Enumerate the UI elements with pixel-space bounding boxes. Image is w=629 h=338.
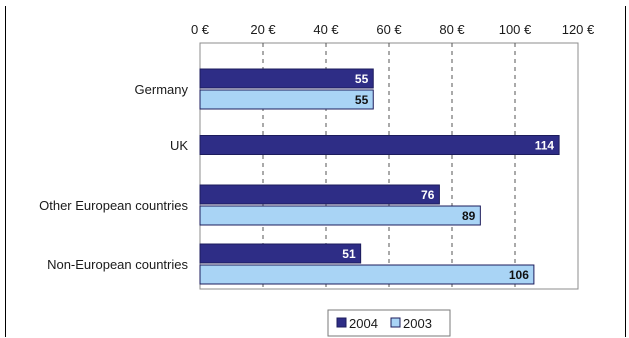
- data-label: 106: [509, 268, 529, 282]
- category-labels: Germany UK Other European countries Non-Eur…: [39, 82, 188, 272]
- x-tick-label: 120 €: [562, 22, 595, 37]
- legend-label: 2003: [403, 316, 432, 331]
- bar-2004: [199, 243, 362, 264]
- legend-swatch: [390, 317, 401, 328]
- x-tick-label: 20 €: [250, 22, 276, 37]
- data-label: 51: [342, 247, 356, 261]
- data-label: 89: [462, 209, 476, 223]
- legend-box: [327, 309, 451, 337]
- x-axis-ticks: 0 € 20 € 40 € 60 € 80 € 100 € 120 €: [191, 22, 595, 37]
- legend-label: 2004: [349, 316, 378, 331]
- data-labels: 55 55 114 76 89 51 106: [342, 72, 554, 282]
- data-label: 114: [535, 139, 555, 153]
- x-tick-label: 80 €: [439, 22, 465, 37]
- category-label: Non-European countries: [47, 257, 188, 272]
- legend: 2004 2003: [327, 309, 451, 337]
- data-label: 55: [355, 72, 369, 86]
- category-label: UK: [170, 138, 188, 153]
- bar-2003: [199, 264, 535, 285]
- bar-2004: [199, 184, 440, 205]
- data-label: 76: [421, 188, 435, 202]
- x-tick-label: 60 €: [376, 22, 402, 37]
- x-tick-label: 0 €: [191, 22, 210, 37]
- category-label: Other European countries: [39, 198, 188, 213]
- data-label: 55: [355, 93, 369, 107]
- chart-frame: [5, 6, 626, 337]
- legend-swatch: [336, 317, 347, 328]
- bar-2003: [199, 89, 374, 110]
- category-label: Germany: [135, 82, 189, 97]
- bar-2004: [199, 68, 374, 89]
- x-tick-label: 100 €: [499, 22, 532, 37]
- x-tick-label: 40 €: [313, 22, 339, 37]
- bars: [199, 68, 560, 285]
- bar-2003: [199, 205, 481, 226]
- bar-2004: [199, 135, 560, 155]
